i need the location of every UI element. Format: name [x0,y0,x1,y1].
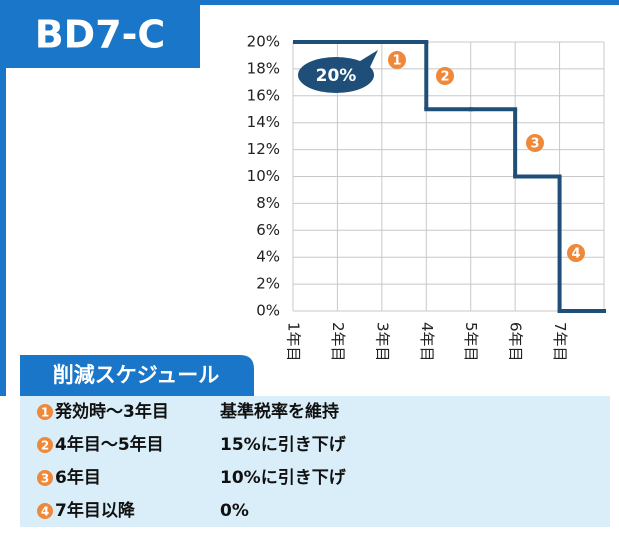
y-tick-label: 16% [247,86,280,104]
row-number: 2 [41,439,49,453]
y-tick-label: 12% [247,140,280,158]
row-term: 4年目～5年目 [55,434,164,455]
row-number-circle [37,437,53,453]
schedule-tab [20,355,254,396]
x-tick-label: 1年目 [285,322,303,362]
row-number: 3 [41,472,49,486]
marker-circle [436,67,454,85]
row-desc: 15%に引き下げ [220,435,347,455]
row-number-circle [37,404,53,420]
marker-circle [388,51,406,69]
chart-title: BD7-C [35,13,166,57]
marker-number: 4 [571,247,580,262]
marker-circle [526,134,544,152]
y-tick-label: 0% [256,302,280,320]
x-tick-label: 5年目 [462,322,480,362]
y-tick-label: 2% [256,275,280,293]
marker-number: 1 [392,54,401,69]
row-number: 1 [41,406,49,420]
row-term: 6年目 [55,467,101,488]
y-tick-label: 4% [256,248,280,266]
callout-bubble [298,57,374,93]
marker-number: 2 [440,70,449,85]
x-tick-label: 7年目 [551,322,569,362]
row-number-circle [37,503,53,519]
x-tick-label: 6年目 [507,322,525,362]
x-tick-label: 3年目 [373,322,391,362]
schedule-title: 削減スケジュール [53,363,220,387]
left-border [0,0,6,396]
y-tick-label: 18% [247,59,280,77]
x-tick-label: 4年目 [418,322,436,362]
y-tick-label: 10% [247,167,280,185]
row-desc: 10%に引き下げ [220,468,347,488]
row-number-circle [37,470,53,486]
row-term: 7年目以降 [55,500,136,521]
marker-circle [567,244,585,262]
row-desc: 0% [220,501,249,521]
row-number: 4 [41,505,49,519]
x-tick-label: 2年目 [329,322,347,362]
row-desc: 基準税率を維持 [219,401,339,422]
title-box [0,0,200,68]
marker-number: 3 [530,137,539,152]
y-tick-label: 6% [256,221,280,239]
callout-label: 20% [316,66,357,86]
y-tick-label: 14% [247,113,280,131]
y-tick-label: 8% [256,194,280,212]
top-border [0,0,619,5]
row-term: 発効時～3年目 [54,401,169,422]
schedule-box [20,396,610,527]
y-tick-label: 20% [247,33,280,51]
